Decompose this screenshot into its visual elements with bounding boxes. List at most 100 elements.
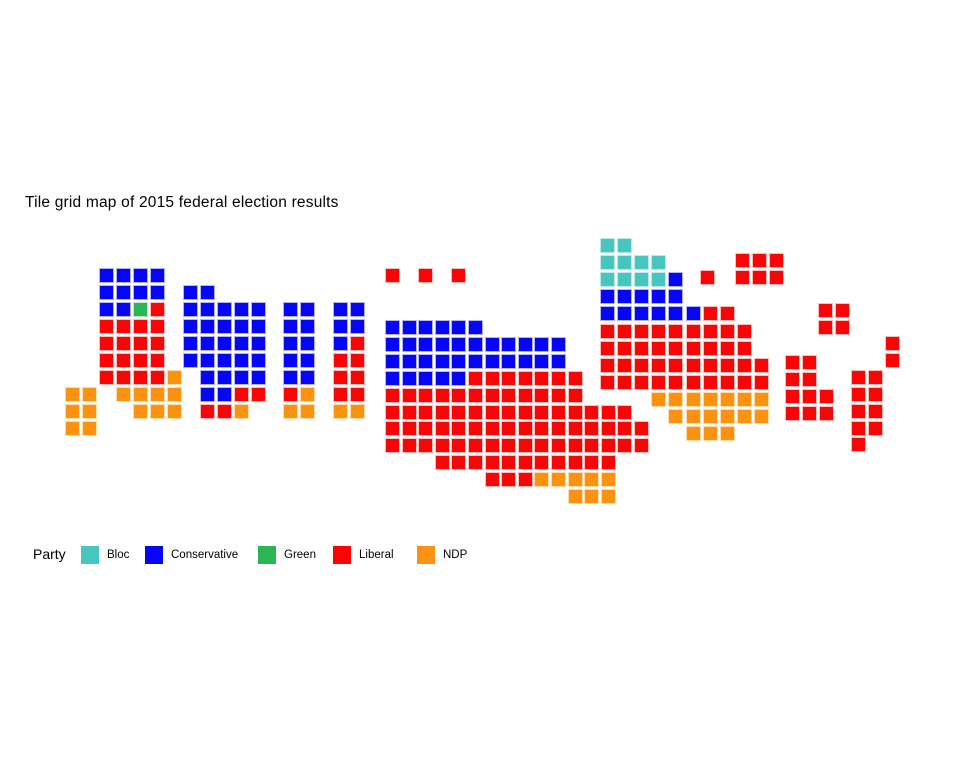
seat-tile-ontario [567, 387, 583, 403]
seat-tile-prince-edward-island [835, 303, 850, 318]
seat-tile-quebec [668, 409, 684, 424]
seat-tile-ontario [418, 404, 434, 420]
seat-tile-ontario [600, 489, 616, 504]
seat-tile-quebec [719, 426, 735, 442]
seat-tile-quebec [617, 255, 633, 271]
seat-tile-ontario [517, 455, 533, 471]
seat-tile-quebec [719, 357, 735, 373]
seat-tile-quebec [736, 409, 752, 424]
seat-tile-alberta [200, 353, 215, 368]
seat-tile-quebec [634, 374, 650, 390]
seat-tile-alberta [183, 336, 198, 351]
seat-tile-ontario [451, 353, 467, 369]
seat-tile-territories [385, 268, 400, 283]
seat-tile-quebec [719, 409, 735, 424]
seat-tile-manitoba [333, 302, 348, 317]
seat-tile-ontario [551, 472, 566, 488]
seat-tile-quebec [685, 426, 701, 442]
seat-tile-newfoundland-labrador [769, 270, 785, 285]
seat-tile-quebec [634, 306, 650, 322]
seat-tile-ontario [534, 404, 550, 420]
seat-tile-ontario [551, 404, 566, 420]
seat-tile-british-columbia [150, 336, 165, 351]
seat-tile-quebec [719, 374, 735, 390]
seat-tile-british-columbia [133, 387, 148, 402]
seat-tile-british-columbia [150, 370, 165, 385]
seat-tile-ontario [584, 438, 600, 454]
seat-tile-saskatchewan [300, 387, 315, 402]
seat-tile-quebec [600, 255, 615, 271]
seat-tile-ontario [617, 438, 633, 454]
seat-tile-manitoba [333, 353, 348, 368]
seat-tile-ontario [551, 336, 566, 352]
seat-tile-british-columbia [133, 404, 148, 419]
seat-tile-quebec [617, 289, 633, 305]
seat-tile-ontario [385, 438, 400, 454]
seat-tile-british-columbia [65, 421, 80, 436]
seat-tile-quebec [719, 340, 735, 356]
seat-tile-quebec [702, 374, 718, 390]
seat-tile-ontario [451, 336, 467, 352]
seat-tile-quebec [702, 426, 718, 442]
seat-tile-alberta [234, 404, 249, 419]
seat-tile-saskatchewan [300, 336, 315, 351]
seat-tile-ontario [434, 455, 450, 471]
seat-tile-ontario [584, 404, 600, 420]
seat-tile-quebec [651, 391, 667, 407]
seat-tile-ontario [468, 438, 483, 454]
seat-tile-ontario [418, 387, 434, 403]
seat-tile-ontario [385, 353, 400, 369]
seat-tile-quebec [668, 289, 684, 305]
seat-tile-newfoundland-labrador [769, 253, 785, 268]
seat-tile-ontario [501, 387, 517, 403]
seat-tile-alberta [251, 302, 266, 317]
seat-tile-nova-scotia [868, 420, 883, 436]
seat-tile-ontario [451, 455, 467, 471]
seat-tile-ontario [468, 320, 483, 335]
seat-tile-ontario [567, 489, 583, 504]
seat-tile-alberta [251, 370, 266, 385]
seat-tile-ontario [451, 404, 467, 420]
seat-tile-ontario [501, 370, 517, 386]
seat-tile-quebec [719, 323, 735, 339]
seat-tile-british-columbia [82, 387, 97, 402]
seat-tile-quebec [600, 289, 615, 305]
seat-tile-alberta [200, 387, 215, 402]
seat-tile-quebec [600, 374, 615, 390]
seat-tile-alberta [183, 285, 198, 300]
seat-tile-ontario [551, 387, 566, 403]
seat-tile-british-columbia [133, 336, 148, 351]
seat-tile-ontario [484, 353, 500, 369]
seat-tile-ontario [418, 438, 434, 454]
seat-tile-ontario [418, 353, 434, 369]
seat-tile-quebec [668, 306, 684, 322]
seat-tile-british-columbia [65, 387, 80, 402]
seat-tile-new-brunswick [785, 355, 800, 370]
seat-tile-ontario [501, 455, 517, 471]
seat-tile-alberta [251, 319, 266, 334]
seat-tile-quebec [668, 340, 684, 356]
seat-tile-quebec [685, 409, 701, 424]
seat-tile-british-columbia [133, 370, 148, 385]
seat-tile-alberta [217, 302, 232, 317]
seat-tile-ontario [551, 455, 566, 471]
seat-tile-quebec [753, 357, 769, 373]
seat-tile-quebec [651, 323, 667, 339]
seat-tile-british-columbia [116, 370, 131, 385]
seat-tile-ontario [634, 438, 649, 454]
seat-tile-ontario [517, 370, 533, 386]
seat-tile-british-columbia [99, 370, 114, 385]
seat-tile-ontario [418, 320, 434, 335]
seat-tile-quebec [702, 323, 718, 339]
seat-tile-ontario [468, 336, 483, 352]
seat-tile-alberta [234, 319, 249, 334]
seat-tile-alberta [217, 319, 232, 334]
seat-tile-ontario [484, 472, 500, 488]
seat-tile-nova-scotia [851, 369, 866, 385]
seat-tile-ontario [567, 404, 583, 420]
seat-tile-ontario [434, 353, 450, 369]
seat-tile-ontario [517, 404, 533, 420]
seat-tile-manitoba [350, 336, 365, 351]
